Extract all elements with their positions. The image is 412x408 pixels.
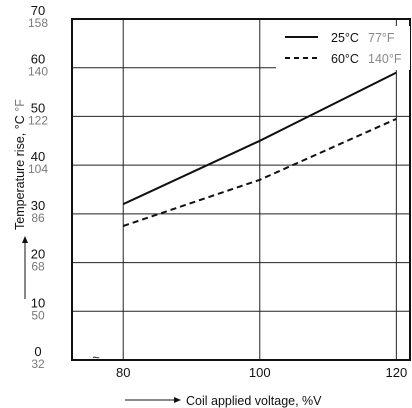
axis-break-symbol: ≈ — [92, 351, 99, 366]
x-axis-label: Coil applied voltage, %V — [186, 394, 322, 408]
y-axis-label: Temperature rise, °C °F — [13, 99, 27, 230]
y-axis-arrow-head — [22, 236, 28, 243]
y-tick-label-fahrenheit: 140 — [28, 65, 48, 79]
y-tick-label-fahrenheit: 32 — [31, 357, 45, 371]
x-axis-label-group: Coil applied voltage, %V — [125, 394, 322, 408]
x-axis-ticks: 80 100 120 — [116, 365, 407, 380]
y-tick-label-fahrenheit: 122 — [28, 113, 48, 127]
y-tick-label-celsius: 20 — [31, 247, 45, 262]
series-line-0 — [122, 71, 397, 206]
series-lines — [122, 71, 397, 227]
x-axis-arrow-head — [174, 397, 181, 403]
legend-label-60c: 60°C — [331, 52, 359, 66]
y-tick-label-celsius: 0 — [34, 344, 41, 359]
x-tick-label: 80 — [116, 365, 130, 380]
y-tick-label-fahrenheit: 158 — [28, 16, 48, 30]
y-tick-label-fahrenheit: 104 — [28, 162, 48, 176]
y-tick-label-fahrenheit: 86 — [31, 211, 45, 225]
y-tick-label-fahrenheit: 50 — [31, 308, 45, 322]
legend: 25°C 77°F 60°C 140°F — [276, 26, 410, 70]
y-axis-label-group: Temperature rise, °C °F — [13, 99, 28, 299]
x-tick-label: 100 — [249, 365, 271, 380]
plot-frame — [71, 18, 411, 361]
x-tick-label: 120 — [385, 365, 407, 380]
y-axis-label-celsius: Temperature rise, °C — [13, 112, 27, 230]
y-tick-label-celsius: 10 — [31, 295, 45, 310]
y-tick-label-celsius: 60 — [31, 52, 45, 67]
legend-label-140f: 140°F — [368, 52, 402, 66]
grid — [72, 19, 410, 360]
y-tick-label-fahrenheit: 68 — [31, 260, 45, 274]
y-axis-label-fahrenheit: °F — [13, 99, 27, 112]
legend-background — [276, 26, 410, 70]
y-tick-label-celsius: 40 — [31, 149, 45, 164]
legend-label-25c: 25°C — [331, 31, 359, 45]
series-line-1 — [122, 117, 397, 227]
y-tick-label-celsius: 50 — [31, 100, 45, 115]
y-tick-label-celsius: 30 — [31, 198, 45, 213]
legend-label-77f: 77°F — [368, 31, 395, 45]
y-tick-label-celsius: 70 — [31, 3, 45, 18]
